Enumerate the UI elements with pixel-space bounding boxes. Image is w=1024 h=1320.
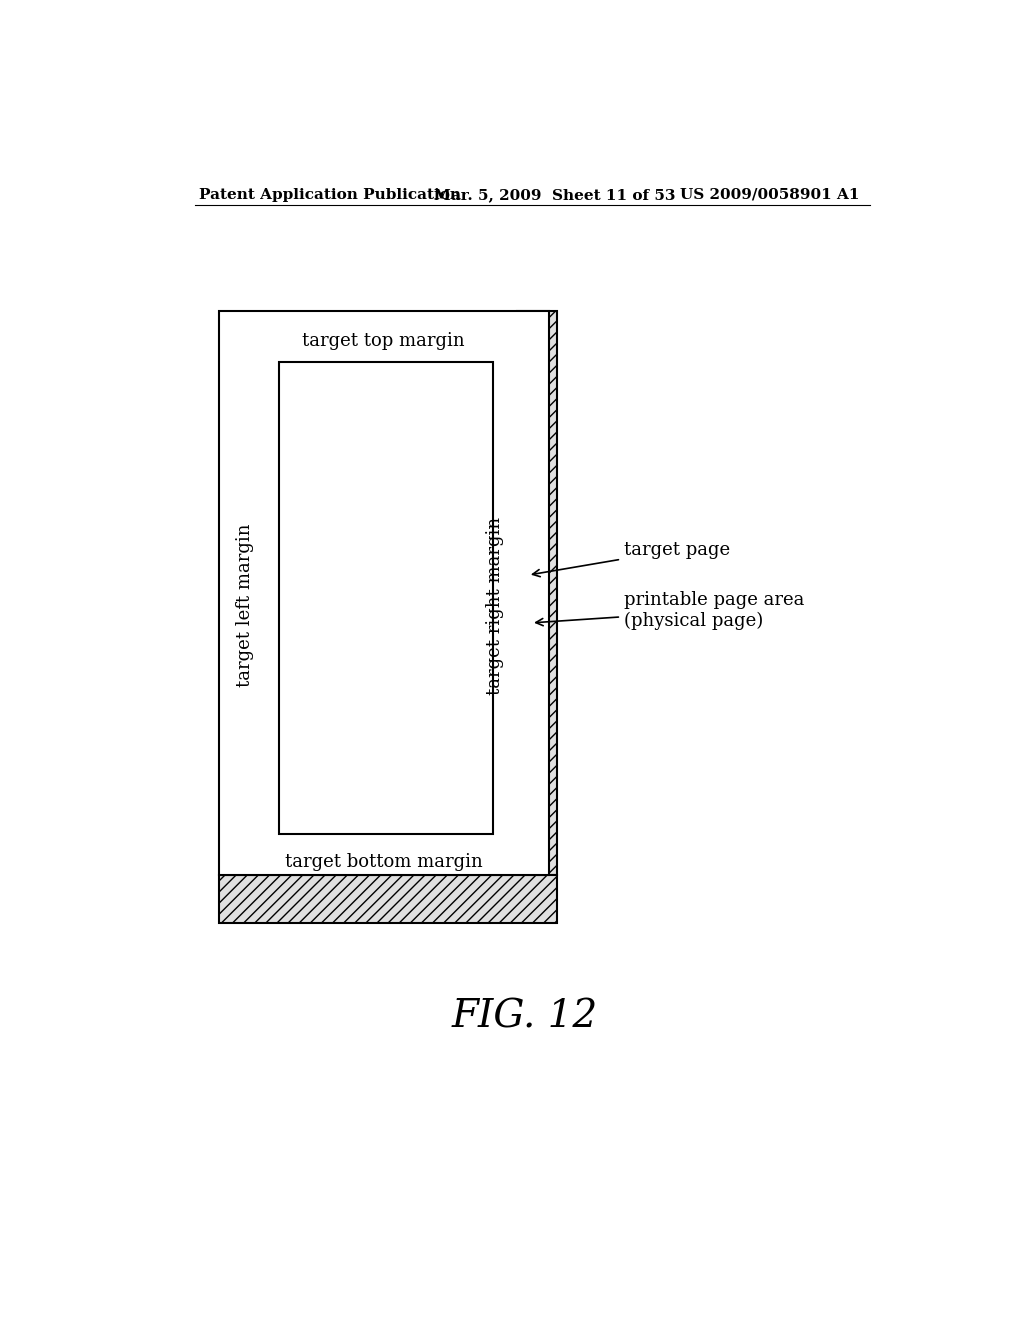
Text: FIG. 12: FIG. 12 bbox=[452, 999, 598, 1036]
Text: US 2009/0058901 A1: US 2009/0058901 A1 bbox=[680, 187, 859, 202]
Bar bbox=[279, 362, 494, 834]
Bar bbox=[219, 310, 549, 875]
Text: printable page area
(physical page): printable page area (physical page) bbox=[536, 591, 805, 630]
Bar bbox=[517, 310, 557, 875]
Text: target top margin: target top margin bbox=[302, 333, 465, 350]
Text: Mar. 5, 2009  Sheet 11 of 53: Mar. 5, 2009 Sheet 11 of 53 bbox=[433, 187, 675, 202]
Bar bbox=[219, 875, 557, 923]
Text: target page: target page bbox=[532, 541, 730, 577]
Text: Patent Application Publication: Patent Application Publication bbox=[200, 187, 462, 202]
Text: target left margin: target left margin bbox=[237, 524, 254, 688]
Text: target bottom margin: target bottom margin bbox=[285, 853, 482, 871]
Text: target right margin: target right margin bbox=[485, 516, 504, 694]
